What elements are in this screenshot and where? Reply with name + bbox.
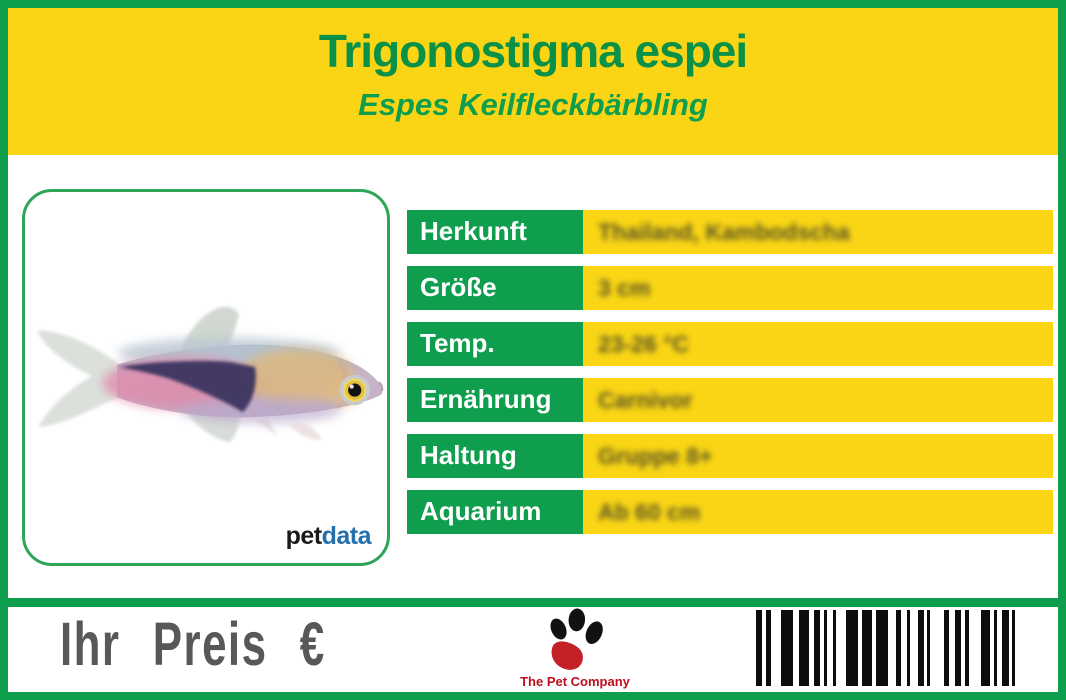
- header: Trigonostigma espei Espes Keilfleckbärbl…: [8, 8, 1058, 155]
- fish-photo: [37, 306, 384, 443]
- fish-wedge-mark: [118, 360, 256, 413]
- petdata-logo-pet: pet: [285, 522, 323, 550]
- row-value-temp: 23-26 °C: [583, 322, 1053, 366]
- price-label: Ihr Preis €: [60, 610, 326, 678]
- row-value-ernaehrung: Carnivor: [583, 378, 1053, 422]
- row-label-temp: Temp.: [407, 322, 583, 366]
- row-label-groesse: Größe: [407, 266, 583, 310]
- table-row: Haltung Gruppe 8+: [407, 434, 1053, 478]
- petdata-logo: petdata: [285, 522, 372, 551]
- row-label-ernaehrung: Ernährung: [407, 378, 583, 422]
- petdata-logo-data: data: [321, 522, 372, 550]
- row-label-haltung: Haltung: [407, 434, 583, 478]
- table-row: Herkunft Thailand, Kambodscha: [407, 210, 1053, 254]
- barcode: [756, 610, 1015, 686]
- table-row: Aquarium Ab 60 cm: [407, 490, 1053, 534]
- company-logo: The Pet Company: [510, 604, 640, 689]
- fish-mouth: [378, 381, 384, 392]
- fish-pectoral-fin: [288, 421, 322, 440]
- company-name: The Pet Company: [520, 674, 630, 689]
- row-value-haltung: Gruppe 8+: [583, 434, 1053, 478]
- row-label-herkunft: Herkunft: [407, 210, 583, 254]
- row-value-herkunft: Thailand, Kambodscha: [583, 210, 1053, 254]
- fish-photo-frame: petdata: [22, 189, 390, 566]
- page-subtitle: Espes Keilfleckbärbling: [358, 87, 708, 122]
- paw-icon: [550, 608, 603, 670]
- fish-tail-fin: [37, 330, 120, 428]
- info-table: Herkunft Thailand, Kambodscha Größe 3 cm…: [407, 210, 1053, 546]
- divider: [8, 598, 1058, 607]
- table-row: Ernährung Carnivor: [407, 378, 1053, 422]
- table-row: Größe 3 cm: [407, 266, 1053, 310]
- row-label-aquarium: Aquarium: [407, 490, 583, 534]
- row-value-groesse: 3 cm: [583, 266, 1053, 310]
- page-title: Trigonostigma espei: [318, 25, 748, 77]
- fish-belly: [180, 397, 342, 424]
- row-value-aquarium: Ab 60 cm: [583, 490, 1053, 534]
- fish-sheen-gold: [238, 348, 356, 406]
- table-row: Temp. 23-26 °C: [407, 322, 1053, 366]
- fish-eye: [339, 374, 370, 406]
